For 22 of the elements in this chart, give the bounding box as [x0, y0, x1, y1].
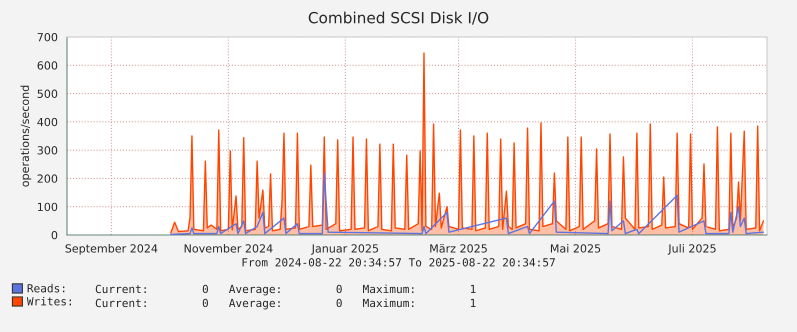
- x-tick-label: Mai 2025: [550, 244, 600, 253]
- y-axis-title: operations/second: [20, 86, 32, 187]
- text: From 2024-08-22 20:34:57 To 2025-08-22 20:34:57: [242, 258, 555, 267]
- y-tick-label: 600: [38, 61, 58, 70]
- x-tick-label: November 2024: [184, 244, 273, 253]
- x-tick-label: Januar 2025: [311, 244, 378, 255]
- y-tick-label: 300: [38, 146, 58, 155]
- x-tick-label: März 2025: [430, 244, 487, 253]
- chart-title: Combined SCSI Disk I/O: [308, 12, 488, 25]
- x-tick-label: Juli 2025: [668, 244, 716, 255]
- y-tick-label: 400: [37, 118, 58, 126]
- line-series: [170, 172, 764, 235]
- text: Current: 0 Average: 0 Maximum: 1: [96, 284, 476, 296]
- legend-label: Writes:: [26, 296, 72, 306]
- y-tick-label: 700: [38, 32, 58, 42]
- legend-label: Reads:: [28, 284, 64, 292]
- y-tick-label: 100: [38, 202, 58, 212]
- x-tick-label: September 2024: [66, 244, 158, 255]
- y-tick-label: 500: [38, 90, 58, 98]
- text: Current: 0 Average: 0 Maximum: 1: [96, 298, 476, 310]
- y-tick-label: 0: [52, 230, 58, 240]
- y-tick-label: 200: [38, 174, 58, 183]
